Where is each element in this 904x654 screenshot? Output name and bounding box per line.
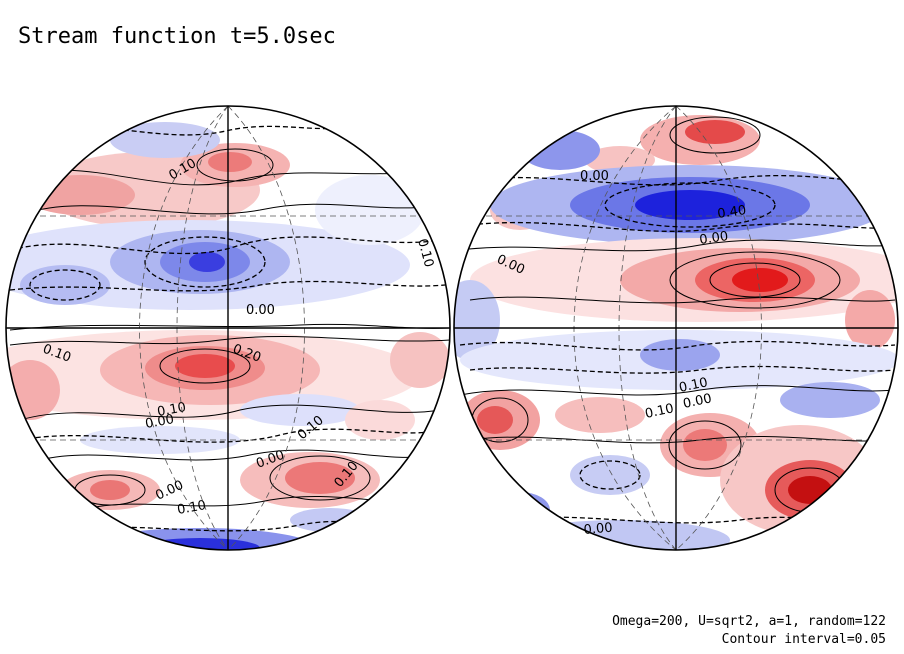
contour-label: 0.10 <box>176 498 207 518</box>
contour-label: 0.00 <box>583 521 613 538</box>
contour-label: 0.00 <box>698 229 729 248</box>
contour-label: 0.10 <box>678 375 709 396</box>
neg-core <box>640 339 720 371</box>
neg-band <box>315 175 425 245</box>
contour-label: 0.10 <box>156 400 187 420</box>
neg-band <box>490 492 550 528</box>
pos-core <box>683 429 727 461</box>
contour-label: 0.00 <box>246 303 275 318</box>
pos-band <box>6 360 60 420</box>
contour-label: 0.00 <box>580 169 609 184</box>
neg-band <box>80 528 320 550</box>
contour-label: 0.10 <box>644 401 675 422</box>
neg-band <box>510 520 730 550</box>
pos-core <box>732 268 788 292</box>
pos-core <box>788 476 832 504</box>
pos-band <box>390 332 450 388</box>
neg-band <box>20 265 110 305</box>
pos-core <box>685 120 745 144</box>
pos-core <box>477 406 513 434</box>
neg-band <box>780 382 880 418</box>
pos-core <box>175 354 235 378</box>
pos-core <box>208 152 252 172</box>
neg-band <box>290 508 370 532</box>
neg-core <box>189 252 225 272</box>
pos-band <box>845 290 895 350</box>
right-globe: 0.00 0.40 0.00 0.00 0.10 0.10 0.00 0.00 <box>453 105 899 551</box>
pos-core <box>285 462 355 494</box>
neg-band <box>520 130 600 170</box>
parameters-caption: Omega=200, U=sqrt2, a=1, random=122 <box>612 614 886 629</box>
contour-interval-caption: Contour interval=0.05 <box>721 632 886 647</box>
neg-core <box>635 190 745 220</box>
contour-label: 0.10 <box>414 237 436 269</box>
page-title: Stream function t=5.0sec <box>18 24 336 49</box>
contour-label: 0.40 <box>716 203 747 222</box>
contour-label: 0.00 <box>682 391 713 412</box>
contour-label: 0.00 <box>144 412 175 432</box>
left-globe: 0.10 0.10 0.00 0.10 0.20 0.10 0.00 0.00 … <box>5 105 451 551</box>
pos-band <box>555 397 645 433</box>
neg-band <box>240 394 360 426</box>
pos-core <box>90 480 130 500</box>
neg-band <box>110 122 220 158</box>
pos-band <box>345 400 415 440</box>
